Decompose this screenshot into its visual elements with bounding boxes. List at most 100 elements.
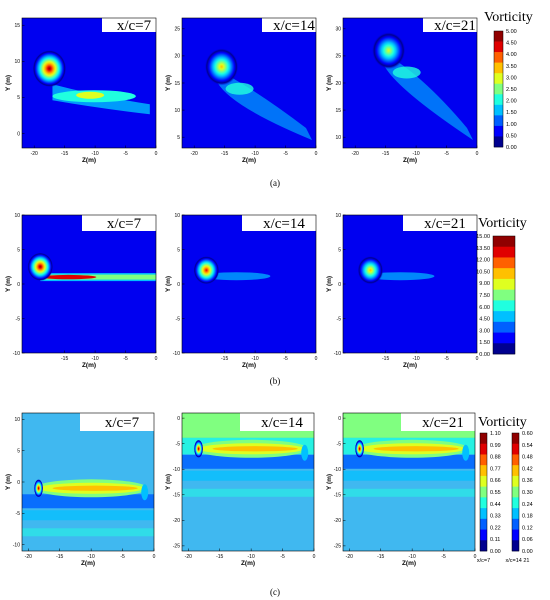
y-tick-label: 0 <box>17 480 20 486</box>
y-tick-label: -15 <box>334 493 341 499</box>
colorbar: 15.00 13.50 12.00 10.50 9.00 7.50 6.00 4.50 3.00… <box>476 216 527 358</box>
y-tick-label: 10 <box>14 59 20 65</box>
colorbar-tick-label: 0.50 <box>506 133 517 139</box>
x-tick-label: -5 <box>283 356 288 362</box>
colorbar-tick-label: 15.00 <box>476 234 490 240</box>
colorbar-tick-label: 7.50 <box>479 293 490 299</box>
x-tick-label: 0 <box>476 356 479 362</box>
colorbar-segment <box>493 311 515 323</box>
colorbar-segment <box>494 115 503 127</box>
colorbar-segment <box>480 454 487 466</box>
colorbar-tick-label: 0.00 <box>506 145 517 151</box>
x-tick-label: -15 <box>382 356 389 362</box>
colorbar-tick-label: 0.77 <box>490 466 501 472</box>
y-tick-label: -5 <box>16 316 21 322</box>
y-axis-label: Y (m) <box>326 75 333 91</box>
y-tick-label: 20 <box>335 81 341 87</box>
title-box <box>401 407 485 431</box>
left-tip-vortex <box>194 439 204 458</box>
y-tick-label: 10 <box>174 213 180 219</box>
colorbar-sublabel: x/c=7 <box>477 558 490 564</box>
colorbar-segment <box>494 125 503 137</box>
heatmap-panel: x/c=7 -20 -15 -10 -5 0 -10 -5 0 5 10 Z(m) Y (m) <box>5 407 164 567</box>
y-axis-label: Y (m) <box>5 474 12 490</box>
colorbar-segment <box>494 31 503 42</box>
colorbar-tick-label: 0.06 <box>522 537 533 543</box>
y-tick-label: 5 <box>338 247 341 253</box>
panel-title: x/c=21 <box>424 216 466 232</box>
y-tick-label: -25 <box>173 544 180 550</box>
colorbar-segment <box>512 465 519 477</box>
colorbar-tick-label: 12.00 <box>476 258 490 264</box>
lower-cyan-band <box>182 470 314 481</box>
colorbar-tick-label: 6.00 <box>479 305 490 311</box>
colorbar-segment <box>512 443 519 455</box>
y-axis-label: Y (m) <box>326 474 333 490</box>
weak-wake <box>202 272 271 281</box>
y-tick-label: 25 <box>174 27 180 33</box>
colorbar-tick-label: 1.50 <box>479 340 490 346</box>
right-tip-vortex <box>462 444 470 461</box>
colorbar-tick-label: 0.55 <box>490 490 501 496</box>
colorbar-tick-label: 0.00 <box>479 352 490 358</box>
weak-wake <box>366 272 435 281</box>
x-tick-label: -15 <box>377 554 384 560</box>
y-tick-label: 0 <box>338 416 341 422</box>
colorbar-segment <box>512 454 519 466</box>
colorbar-tick-label: 9.00 <box>479 281 490 287</box>
colorbar-segment <box>512 497 519 509</box>
colorbar-tick-label: 0.33 <box>490 514 501 520</box>
colorbar-tick-label: 0.24 <box>522 502 533 508</box>
panel-title: x/c=7 <box>105 415 140 431</box>
y-tick-label: -5 <box>337 441 342 447</box>
y-tick-label: -10 <box>334 467 341 473</box>
colorbar-segment <box>512 518 519 530</box>
y-tick-label: 0 <box>177 282 180 288</box>
x-axis-label: Z(m) <box>402 560 416 567</box>
title-box <box>240 407 324 431</box>
colorbar-segment <box>493 236 515 248</box>
y-tick-label: -20 <box>173 518 180 524</box>
x-tick-label: -5 <box>444 151 449 157</box>
heatmap-panel: x/c=14 -20 -15 -10 -5 0 5 10 15 20 25 Z(m) Y (m) <box>165 12 326 164</box>
x-tick-label: -20 <box>352 151 359 157</box>
y-tick-label: -15 <box>173 493 180 499</box>
colorbar: 0.60 0.54 0.48 0.42 0.36 0.30 0.24 0.18 0.12 0.06… <box>505 431 532 564</box>
vortex-core <box>204 48 239 86</box>
panel-title: x/c=14 <box>261 415 303 431</box>
x-tick-label: -20 <box>25 554 32 560</box>
title-box <box>423 12 487 32</box>
caption-a: (a) <box>270 178 280 188</box>
x-axis-label: Z(m) <box>82 362 96 369</box>
x-tick-label: -5 <box>123 151 128 157</box>
band-core <box>373 446 459 452</box>
title-box <box>102 12 166 32</box>
y-tick-label: 15 <box>335 108 341 114</box>
y-tick-label: -5 <box>337 316 342 322</box>
colorbar-segment <box>480 433 487 445</box>
y-tick-label: -10 <box>173 467 180 473</box>
heatmap-panel: x/c=7 -15 -10 -5 0 -10 -5 0 5 10 Z(m) Y (m) <box>5 209 166 369</box>
y-tick-label: -5 <box>16 511 21 517</box>
y-tick-label: 0 <box>177 416 180 422</box>
band-core <box>212 446 298 452</box>
wake-core <box>76 91 105 99</box>
colorbar-title: Vorticity <box>478 415 527 430</box>
colorbar-tick-label: 3.50 <box>506 64 517 70</box>
x-axis-label: Z(m) <box>242 362 256 369</box>
y-axis-label: Y (m) <box>5 276 12 292</box>
y-tick-label: 10 <box>335 135 341 141</box>
y-tick-label: -5 <box>176 316 181 322</box>
colorbar-segment <box>494 94 503 106</box>
vorticity-field <box>343 413 475 551</box>
vorticity-field <box>182 18 316 148</box>
y-tick-label: 10 <box>174 108 180 114</box>
colorbar-tick-label: 1.10 <box>490 431 501 437</box>
vorticity-field <box>22 18 156 148</box>
y-tick-label: 25 <box>335 54 341 60</box>
colorbar-tick-label: 0.54 <box>522 443 533 449</box>
colorbar-tick-label: 0.99 <box>490 443 501 449</box>
right-tip-vortex <box>141 484 149 501</box>
colorbar-segment <box>512 486 519 498</box>
y-axis-label: Y (m) <box>5 75 12 91</box>
